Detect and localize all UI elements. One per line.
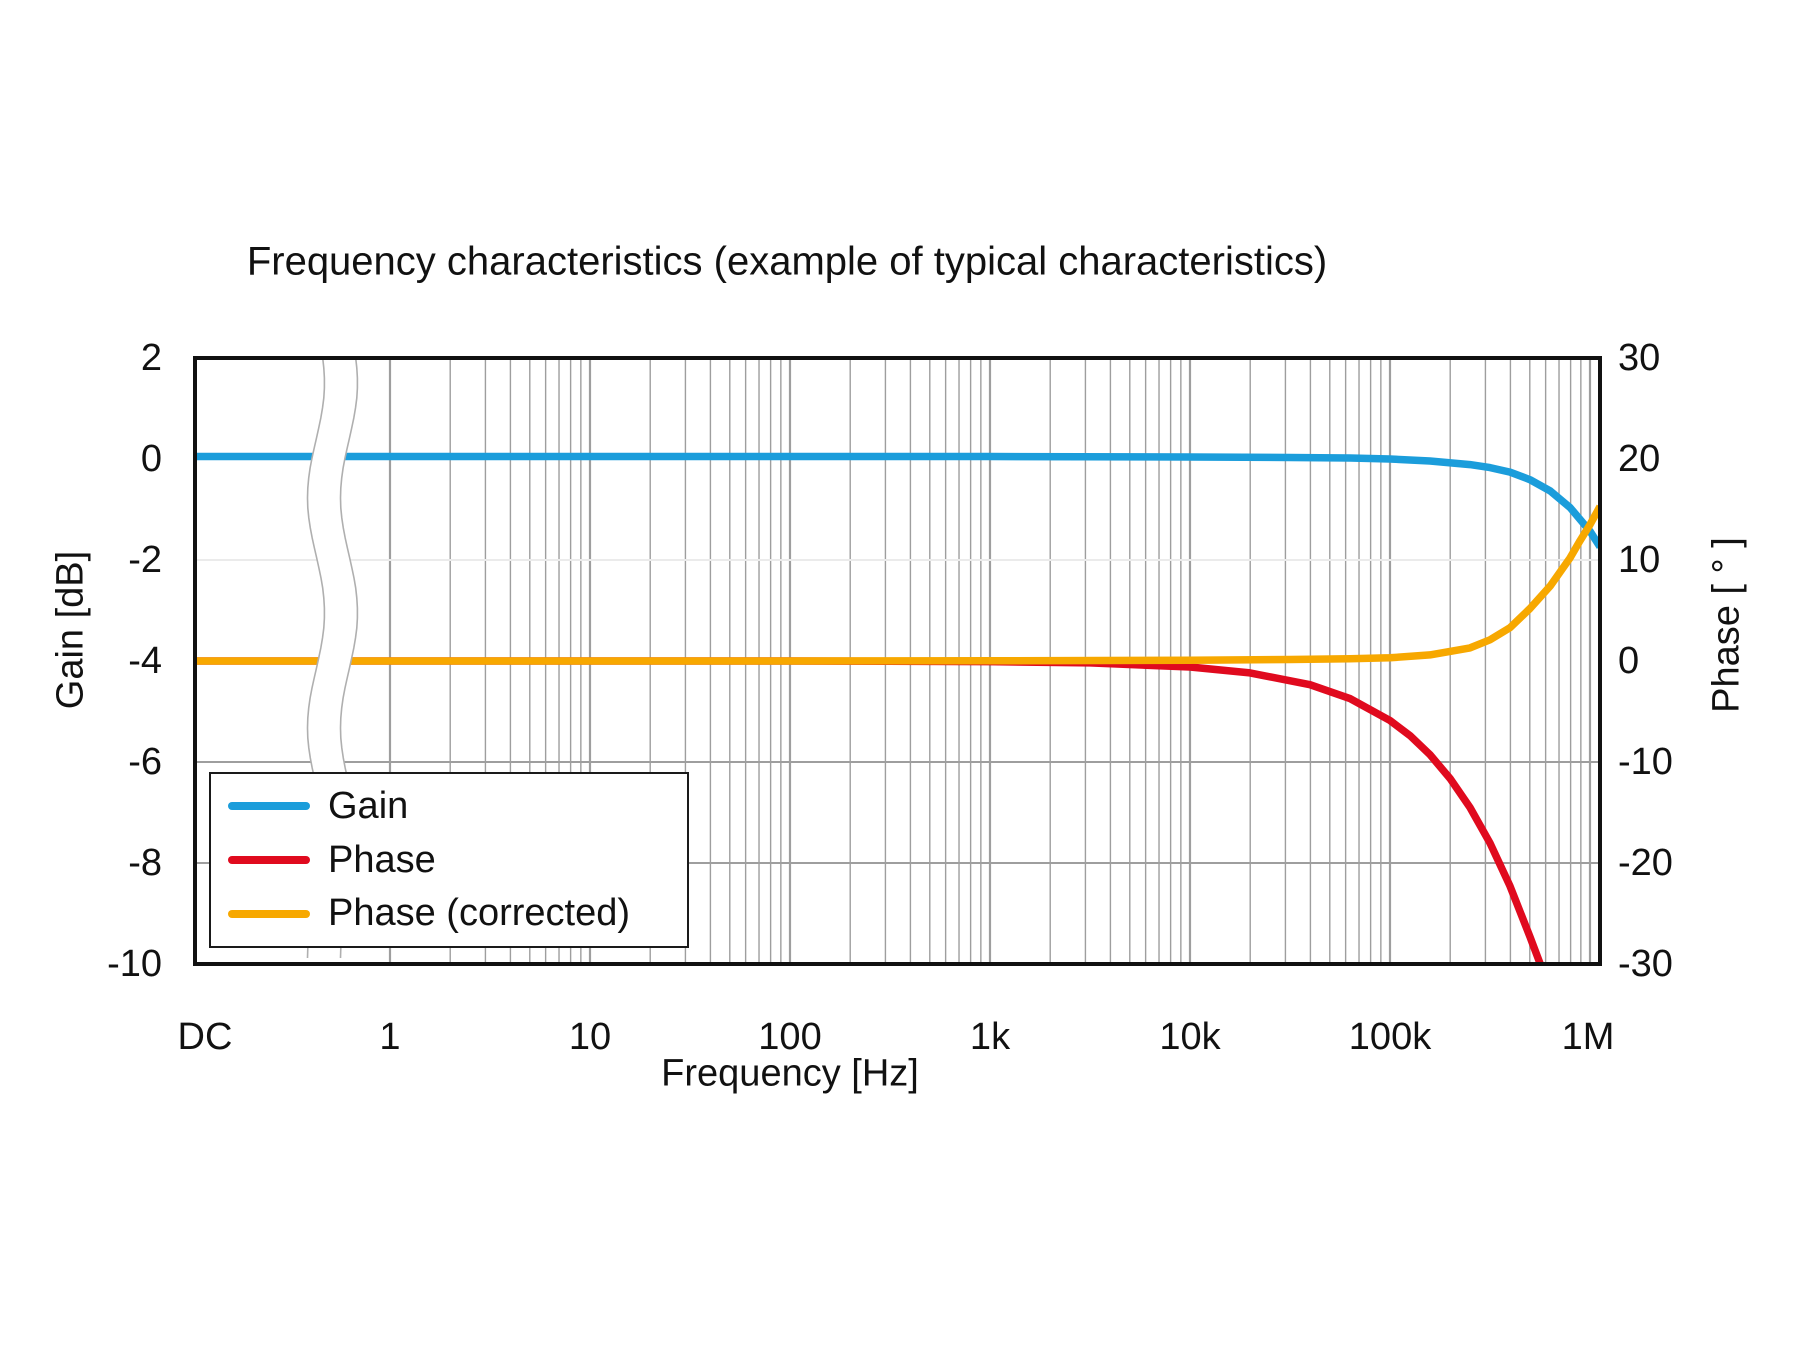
x-tick-1: 1: [379, 1016, 401, 1058]
gain-tick--6: -6: [128, 741, 162, 783]
plot-frame: [193, 356, 1602, 966]
legend-item-gain: Gain: [211, 785, 687, 828]
gain-tick-2: 2: [140, 337, 162, 379]
phase-tick-0: 0: [1618, 640, 1640, 682]
phase-tick--20: -20: [1618, 842, 1673, 884]
legend-item-phase: Phase: [211, 839, 687, 882]
gain-curve: [195, 452, 1600, 549]
x-tick-10k: 10k: [1159, 1016, 1221, 1058]
phase-corrected-curve: [195, 504, 1600, 665]
phase-tick-20: 20: [1618, 438, 1661, 480]
legend-label-phase-corrected: Phase (corrected): [328, 892, 631, 935]
phase-tick--10: -10: [1618, 741, 1673, 783]
gain-tick-0: 0: [140, 438, 162, 480]
legend-label-phase: Phase: [328, 838, 436, 881]
gain-tick--2: -2: [128, 539, 162, 581]
phase-tick-30: 30: [1618, 337, 1661, 379]
frequency-axis-title: Frequency [Hz]: [661, 1052, 919, 1095]
x-tick-100k: 100k: [1348, 1016, 1432, 1058]
x-tick-10: 10: [568, 1016, 612, 1058]
gain-tick--4: -4: [128, 640, 162, 682]
legend-item-phase-corrected: Phase (corrected): [211, 892, 687, 935]
chart-title: Frequency characteristics (example of ty…: [246, 239, 1328, 284]
x-tick-1k: 1k: [969, 1016, 1011, 1058]
legend-label-gain: Gain: [328, 784, 409, 827]
phase-axis-title: Phase [ ° ]: [1705, 537, 1748, 713]
legend: Gain Phase Phase (corrected): [209, 772, 689, 948]
x-tick-1M: 1M: [1561, 1016, 1615, 1058]
phase-tick--30: -30: [1618, 943, 1673, 985]
phase-tick-10: 10: [1618, 539, 1661, 581]
gain-swatch: [228, 802, 310, 811]
gain-axis-title: Gain [dB]: [49, 550, 92, 710]
x-tick-100: 100: [758, 1016, 822, 1058]
gain-tick--8: -8: [128, 842, 162, 884]
gain-tick--10: -10: [107, 943, 162, 985]
x-tick-DC: DC: [177, 1016, 233, 1058]
curves: [195, 452, 1600, 964]
phase-corrected-swatch: [228, 909, 310, 918]
phase-swatch: [228, 856, 310, 864]
